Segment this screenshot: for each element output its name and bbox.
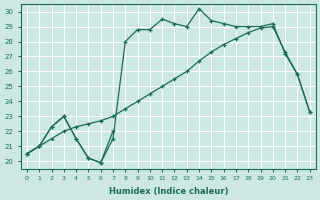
- X-axis label: Humidex (Indice chaleur): Humidex (Indice chaleur): [108, 187, 228, 196]
